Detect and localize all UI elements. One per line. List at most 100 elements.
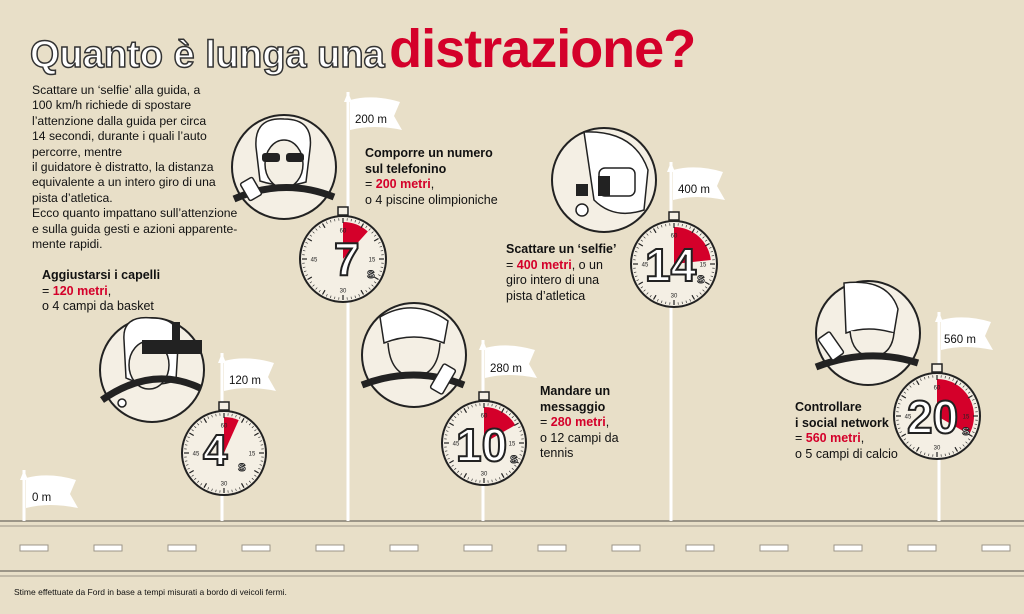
stopwatch-tick [699,292,702,295]
stopwatch-tick [260,460,264,462]
stopwatch-tick [245,420,248,423]
stopwatch-tick [948,376,950,380]
stopwatch-tick [260,444,264,446]
stopwatch-tick [365,225,368,229]
comma: , [107,283,112,298]
stopwatch-tick [184,460,188,462]
caption-detail: o 5 campi di calcio [795,446,898,461]
stopwatch-tick [505,410,508,413]
stopwatch-tick [633,255,637,257]
stopwatch-tick [514,464,517,467]
intro-line: 14 secondi, durante i quali l’auto [32,129,207,144]
road [0,520,1024,577]
stopwatch-seconds-4: 4 [202,425,229,476]
stopwatch-tick [973,403,977,405]
road-dash [463,544,493,552]
stopwatch-tick [463,473,468,478]
stopwatch-tick [514,422,519,427]
stopwatch-tick [972,431,975,433]
comma: , [605,415,610,429]
stopwatch-tick [498,406,501,409]
elapsed-time-wedge [484,407,516,443]
stopwatch-tick [447,457,450,460]
stopwatch-tick [965,388,968,391]
stopwatch-tick [235,488,237,492]
caption-heading: Aggiustarsi i capelli [42,268,161,282]
stopwatch-tick [634,275,638,277]
stopwatch-tick [248,480,251,483]
intro-line: 100 km/h richiede di spostare [32,98,192,113]
road-dash [611,544,641,552]
stopwatch-tick [312,231,315,234]
stopwatch-tick [702,289,705,292]
stopwatch-tick [457,470,460,473]
stopwatch-tick [959,446,962,450]
caption-heading: i social network [795,415,889,430]
stopwatch-tick [711,255,715,257]
caption-heading: Scattare un ‘selfie’ [506,242,617,256]
stopwatch-tick [197,423,200,426]
intro-line: Ecco quanto impattano sull’attenzione [32,206,238,221]
stopwatch-tick [305,274,308,276]
stopwatch-tick [211,414,213,418]
stopwatch-tick [514,459,519,464]
stopwatch-tick [475,403,477,407]
stopwatch-tick [368,228,371,231]
stopwatch-tick [373,237,379,242]
caption-heading: Controllare [795,400,862,414]
page-title: Quanto è lunga una distrazione? [29,18,696,80]
stopwatch-tick [901,394,907,399]
stopwatch: 60 15 30 45 [299,206,387,303]
stopwatch-tick [974,407,978,409]
stopwatch-tick [709,279,712,281]
stopwatch-tick [699,233,702,236]
stopwatch-tick [924,376,926,380]
stopwatch-tick [203,483,208,488]
stopwatch-tick [251,426,254,429]
stopwatch-tick [321,223,326,229]
stopwatch-tick [302,266,306,268]
stopwatch-tick [245,483,248,486]
stopwatch-tick [251,477,254,480]
stopwatch-crown [931,363,943,373]
intro-line: l’attenzione dalla guida per circa [32,113,207,128]
road-dash [389,544,419,552]
stopwatch-tick [518,457,521,460]
stopwatch-tick [514,419,517,422]
stopwatch-tick [704,242,710,247]
stopwatch-tick [928,453,930,457]
driver-hair-illustration [99,316,205,423]
pole-tip [667,162,675,172]
stopwatch-tick [358,294,360,297]
stopwatch-tick [467,477,470,480]
stopwatch-tick [959,382,962,386]
stopwatch-tick [638,242,644,247]
stopwatch-tick [897,427,901,429]
distance-label-400: 400 m [678,184,710,196]
stopwatch-tick [962,385,965,388]
stopwatch-tick [711,271,715,273]
stopwatch-tick-label: 15 [700,263,707,269]
stopwatch-tick [500,473,505,478]
stopwatch-tick [334,218,336,222]
stopwatch-unit: s [367,265,376,282]
stopwatch-tick [519,430,523,432]
stopwatch-tick [685,300,687,304]
stopwatch-tick [901,433,907,438]
stopwatch-tick [373,276,379,281]
stopwatch-tick [475,479,477,483]
stopwatch-tick [378,274,381,276]
stopwatch-tick [920,451,922,454]
caption-inline: , [860,431,865,445]
caption-value-line: = 280 metri, [540,415,619,431]
stopwatch-tick [215,489,217,493]
intro-line: percorre, mentre [32,144,123,159]
stopwatch-tick [368,287,371,290]
stopwatch-tick [350,296,352,300]
intro-line: equivalente a un intero giro di una [32,175,216,190]
stopwatch-tick [899,431,902,433]
stopwatch-tick [207,487,210,490]
caption-detail: o 12 campi da [540,430,619,445]
stopwatch: 60 15 30 45 [893,363,981,460]
